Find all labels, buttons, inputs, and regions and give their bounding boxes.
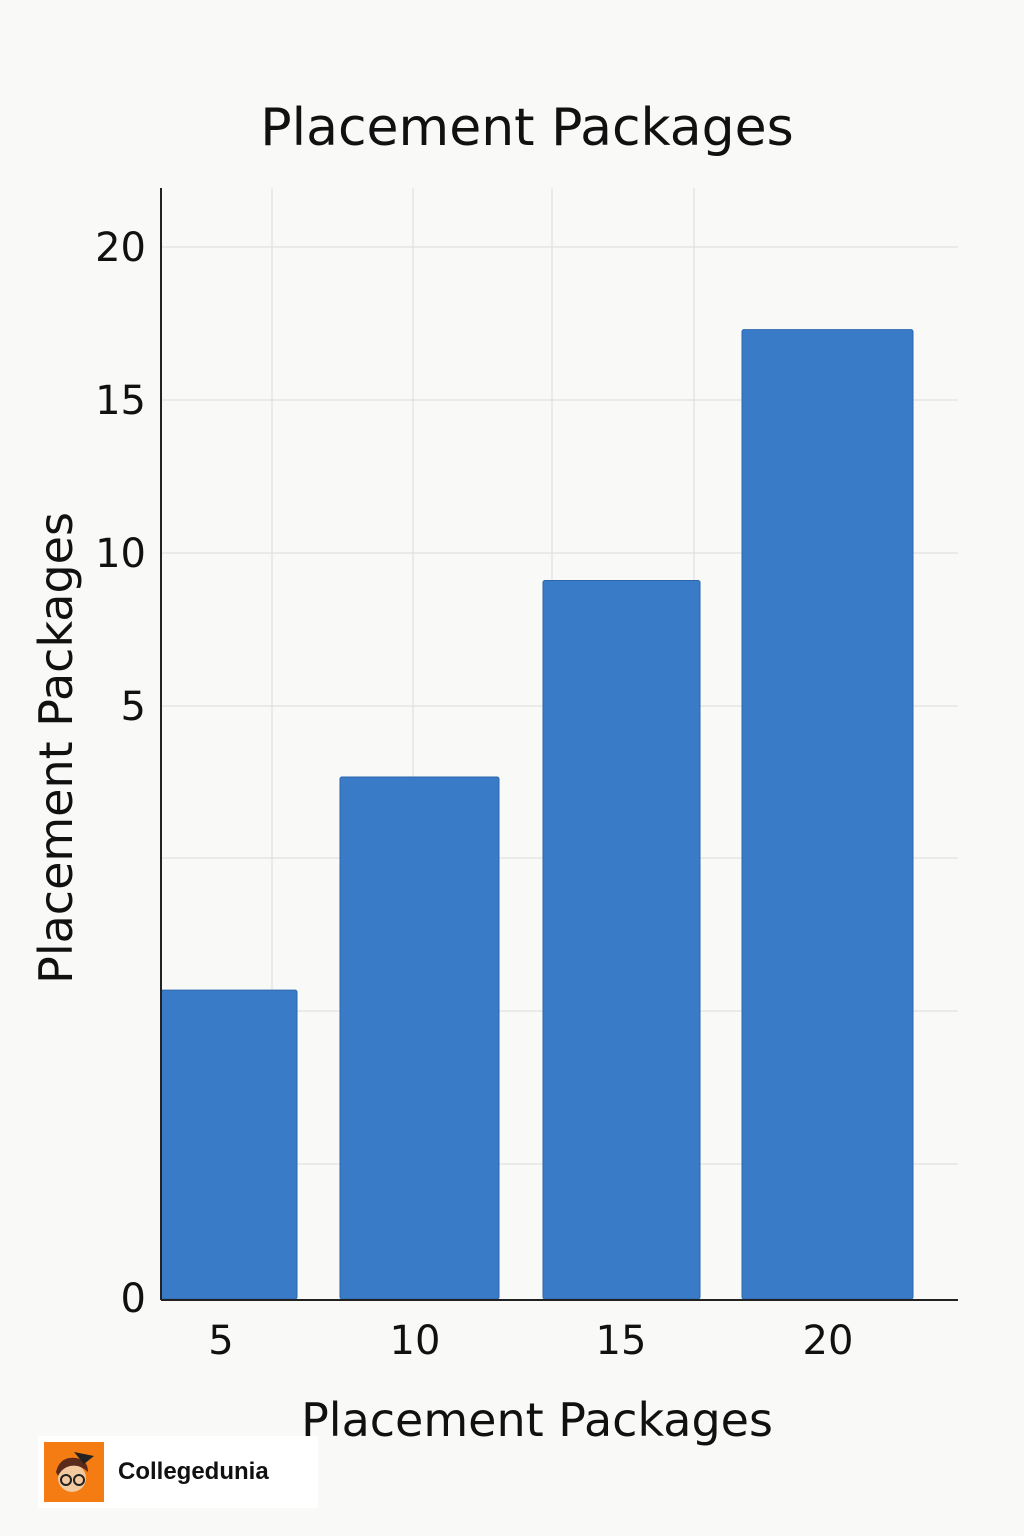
collegedunia-logo: Collegedunia: [38, 1436, 318, 1508]
x-tick-label: 20: [803, 1318, 854, 1364]
x-tick-label: 10: [390, 1318, 441, 1364]
x-tick-labels: 5 10 15 20: [208, 1318, 853, 1364]
x-axis-label: Placement Packages: [301, 1393, 773, 1447]
chart-title: Placement Packages: [260, 98, 793, 158]
bar-10: [339, 776, 500, 1300]
y-tick-label: 5: [121, 684, 146, 730]
x-tick-label: 15: [596, 1318, 647, 1364]
y-tick-labels: 0 5 10 15 20: [95, 225, 146, 1322]
bar-5: [160, 989, 298, 1300]
logo-text: Collegedunia: [118, 1458, 269, 1485]
bar-15: [542, 580, 701, 1300]
y-tick-label: 20: [95, 225, 146, 271]
bar-20: [741, 329, 914, 1300]
y-tick-label: 10: [95, 531, 146, 577]
bars: [160, 329, 914, 1300]
x-tick-label: 5: [208, 1318, 233, 1364]
y-tick-label: 0: [121, 1276, 146, 1322]
logo-mascot-icon: [44, 1442, 104, 1502]
y-tick-label: 15: [95, 378, 146, 424]
y-axis-label: Placement Packages: [29, 512, 83, 984]
